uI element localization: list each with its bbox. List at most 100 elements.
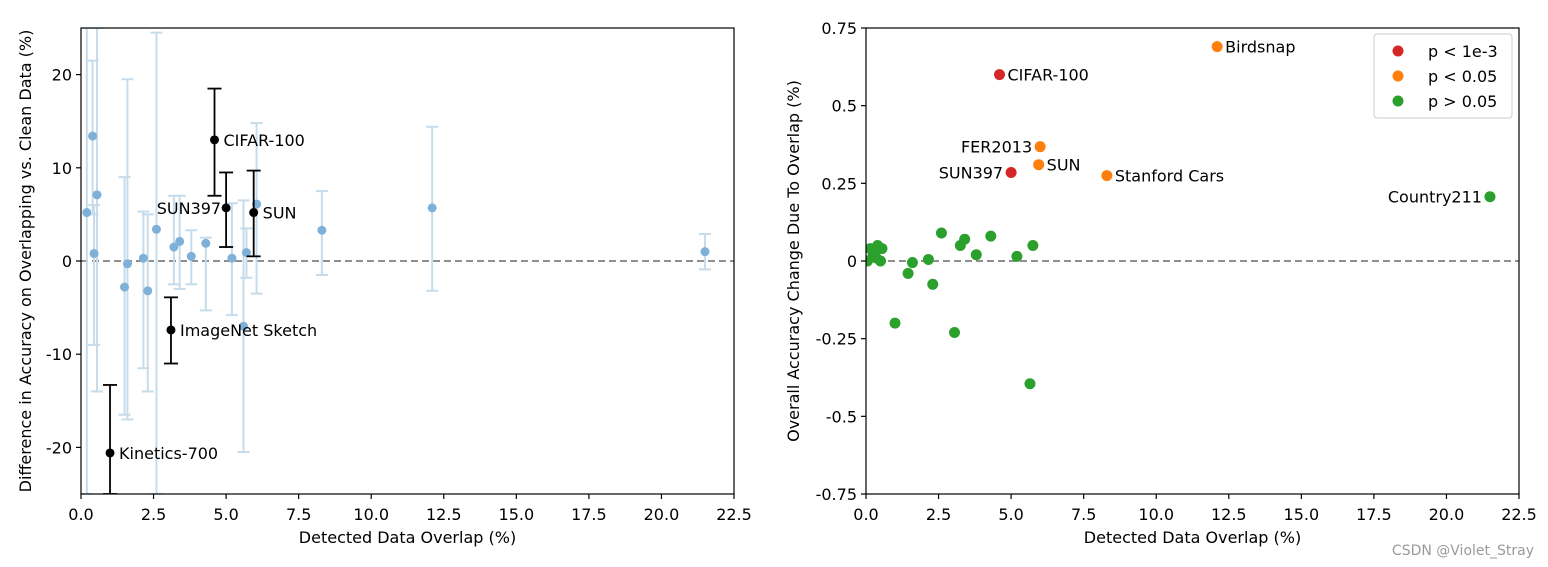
right-x-axis-title: Detected Data Overlap (%) xyxy=(1084,528,1301,547)
legend-label-red: p < 1e-3 xyxy=(1428,42,1498,61)
highlight-point xyxy=(166,325,176,335)
background-point xyxy=(427,203,437,213)
data-point-green xyxy=(906,257,918,269)
x-tick-label: 17.5 xyxy=(1356,505,1392,524)
background-point xyxy=(169,242,179,252)
background-point xyxy=(175,236,185,246)
x-tick-label: 0.0 xyxy=(853,505,878,524)
y-tick-label: 0 xyxy=(847,252,857,271)
data-point-green xyxy=(959,233,971,245)
data-point-red xyxy=(994,69,1006,81)
x-tick-label: 22.5 xyxy=(1501,505,1537,524)
x-tick-label: 10.0 xyxy=(353,505,389,524)
x-tick-label: 20.0 xyxy=(1429,505,1465,524)
x-tick-label: 0.0 xyxy=(68,505,93,524)
legend-label-orange: p < 0.05 xyxy=(1428,67,1497,86)
left-plot-area xyxy=(81,28,734,494)
background-point xyxy=(88,131,98,141)
y-tick-label: 0 xyxy=(62,252,72,271)
data-point-green xyxy=(922,253,934,265)
data-point-green xyxy=(1027,239,1039,251)
left-x-axis-title: Detected Data Overlap (%) xyxy=(299,528,516,547)
background-point xyxy=(122,259,132,269)
highlight-point xyxy=(105,448,115,458)
y-tick-label: 0.75 xyxy=(821,19,857,38)
data-point-green xyxy=(875,255,887,267)
left-y-axis-title: Difference in Accuracy on Overlapping vs… xyxy=(16,30,35,493)
legend: p < 1e-3 p < 0.05 p > 0.05 xyxy=(1373,33,1513,119)
background-point xyxy=(239,321,249,331)
x-tick-label: 20.0 xyxy=(644,505,680,524)
data-point-green xyxy=(902,267,914,279)
data-point-green xyxy=(889,317,901,329)
background-point xyxy=(201,238,211,248)
highlight-point xyxy=(221,203,231,213)
right-chart: CIFAR-100 SUN397 Birdsnap FER2013 SUN Stanfor… xyxy=(784,19,1537,547)
x-tick-label: 2.5 xyxy=(141,505,166,524)
background-point xyxy=(120,282,130,292)
y-tick-label: -0.75 xyxy=(816,485,857,504)
y-tick-label: 0.5 xyxy=(832,97,857,116)
legend-label-green: p > 0.05 xyxy=(1428,92,1497,111)
background-point xyxy=(317,225,327,235)
data-point-green xyxy=(876,243,888,255)
x-tick-label: 15.0 xyxy=(1284,505,1320,524)
data-point-green xyxy=(949,326,961,338)
left-chart: CIFAR-100 SUN397 SUN ImageNet Sketch Kinetic… xyxy=(16,27,752,547)
point-label-imagenet-sketch: ImageNet Sketch xyxy=(180,321,317,340)
background-point xyxy=(138,253,148,263)
background-point xyxy=(92,190,102,200)
data-point-red xyxy=(1005,166,1017,178)
highlight-point xyxy=(210,135,220,145)
x-tick-label: 12.5 xyxy=(426,505,462,524)
x-tick-label: 10.0 xyxy=(1138,505,1174,524)
point-label-sun: SUN xyxy=(263,204,297,223)
data-point-orange xyxy=(1101,170,1113,182)
y-tick-label: -0.5 xyxy=(826,407,857,426)
x-tick-label: 5.0 xyxy=(213,505,238,524)
background-point xyxy=(82,208,92,218)
data-point-green xyxy=(935,227,947,239)
x-tick-label: 7.5 xyxy=(286,505,311,524)
y-tick-label: -10 xyxy=(46,345,72,364)
legend-marker-red xyxy=(1392,45,1404,57)
x-tick-label: 22.5 xyxy=(716,505,752,524)
y-tick-label: -20 xyxy=(46,438,72,457)
y-tick-label: 0.25 xyxy=(821,174,857,193)
point-label-kinetics-700: Kinetics-700 xyxy=(119,444,218,463)
point-label-fer2013: FER2013 xyxy=(961,138,1032,157)
background-point xyxy=(151,224,161,234)
legend-frame xyxy=(1373,33,1513,119)
background-point xyxy=(89,249,99,259)
x-tick-label: 2.5 xyxy=(926,505,951,524)
right-y-axis-title: Overall Accuracy Change Due To Overlap (… xyxy=(784,80,803,442)
y-tick-label: 10 xyxy=(52,159,72,178)
right-plot-area xyxy=(866,41,1519,390)
x-tick-label: 15.0 xyxy=(499,505,535,524)
point-label-cifar-100: CIFAR-100 xyxy=(1008,66,1089,85)
data-point-orange xyxy=(1211,41,1223,53)
point-label-sun397: SUN397 xyxy=(939,163,1003,182)
data-point-green xyxy=(927,278,939,290)
data-point-green xyxy=(1024,378,1036,390)
x-tick-label: 12.5 xyxy=(1211,505,1247,524)
y-tick-label: 20 xyxy=(52,66,72,85)
data-point-green xyxy=(1484,191,1496,203)
x-tick-label: 17.5 xyxy=(571,505,607,524)
y-tick-label: -0.25 xyxy=(816,330,857,349)
point-label-sun: SUN xyxy=(1047,156,1081,175)
point-label-country211: Country211 xyxy=(1388,188,1482,207)
point-label-sun397: SUN397 xyxy=(157,199,221,218)
data-point-orange xyxy=(1034,141,1046,153)
background-point xyxy=(186,251,196,261)
point-label-cifar-100: CIFAR-100 xyxy=(224,131,305,150)
data-point-green xyxy=(1011,250,1023,262)
background-point xyxy=(143,286,153,296)
data-point-orange xyxy=(1033,159,1045,171)
background-point xyxy=(227,253,237,263)
x-tick-label: 5.0 xyxy=(998,505,1023,524)
background-point xyxy=(241,248,251,258)
background-point xyxy=(700,247,710,257)
data-point-green xyxy=(985,230,997,242)
